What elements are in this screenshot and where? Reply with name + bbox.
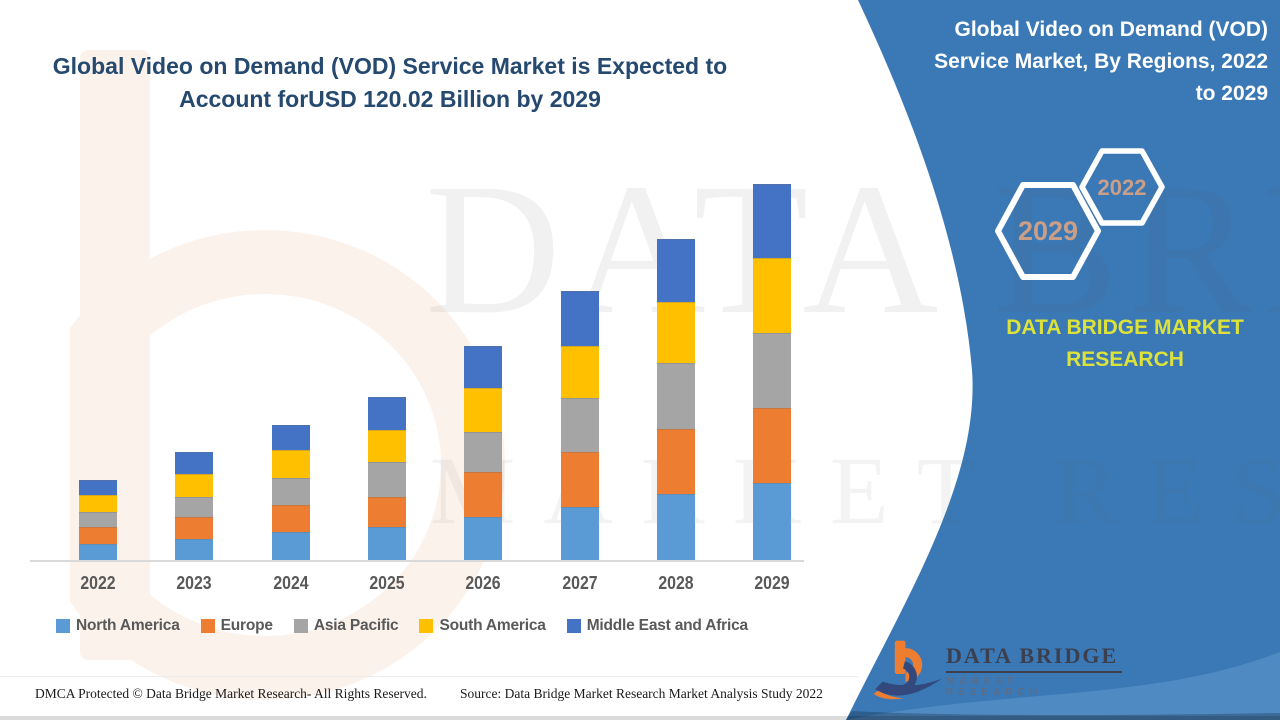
company-logo-icon xyxy=(873,640,942,699)
text-line: RESEARCH xyxy=(1066,348,1184,371)
text-line: Global Video on Demand (VOD) Service Mar… xyxy=(52,53,728,79)
legend-label: Asia Pacific xyxy=(313,617,399,634)
legend-swatch xyxy=(566,619,581,633)
side-panel-wave xyxy=(846,652,1280,720)
company-logo-tagline: MARKET RESEARCH xyxy=(946,676,1043,698)
text-line: Service Market, By Regions, 2022 xyxy=(934,50,1268,73)
legend-label: Europe xyxy=(220,617,273,634)
side-panel-bottom-edge xyxy=(846,711,1280,720)
page-title: Global Video on Demand (VOD) Service Mar… xyxy=(40,50,740,116)
hexagon-2029 xyxy=(995,182,1101,280)
legend-item: Middle East and Africa xyxy=(566,617,748,635)
legend-label: North America xyxy=(76,617,180,634)
year-hexagons: 2029 2022 xyxy=(995,148,1165,280)
source-note: Source: Data Bridge Market Research Mark… xyxy=(460,686,823,701)
legend-swatch xyxy=(56,619,70,633)
legend-label: South America xyxy=(439,617,546,634)
footer-divider xyxy=(0,676,858,677)
text-line: DATA BRIDGE MARKET xyxy=(1006,316,1244,339)
company-logo-name: DATA BRIDGE xyxy=(946,643,1122,673)
side-panel-heading: Global Video on Demand (VOD) Service Mark… xyxy=(878,14,1268,110)
brand-name-text: DATA BRIDGE MARKET RESEARCH xyxy=(960,312,1280,376)
legend-swatch xyxy=(293,619,308,633)
text-line: to 2029 xyxy=(1195,82,1268,105)
company-logo: DATA BRIDGE MARKET RESEARCH xyxy=(872,628,1122,713)
legend-label: Middle East and Africa xyxy=(586,617,748,634)
bottom-border xyxy=(0,716,1280,720)
legend-swatch xyxy=(419,619,434,633)
dmca-notice: DMCA Protected © Data Bridge Market Rese… xyxy=(35,686,427,701)
text-line: Global Video on Demand (VOD) xyxy=(954,18,1268,41)
chart-legend: North America Europe Asia Pacific South Ame… xyxy=(56,617,748,635)
side-panel-shape xyxy=(846,0,1280,720)
legend-item: Asia Pacific xyxy=(293,617,399,635)
text-line: Account forUSD 120.02 Billion by 2029 xyxy=(179,86,601,112)
company-logo-text: DATA BRIDGE MARKET RESEARCH xyxy=(946,643,1122,698)
hexagon-2022-label: 2022 xyxy=(1098,175,1147,200)
legend-item: South America xyxy=(419,617,546,635)
hexagon-2029-label: 2029 xyxy=(1018,216,1078,246)
legend-item: Europe xyxy=(200,617,273,635)
legend-swatch xyxy=(200,619,215,633)
hexagon-2022 xyxy=(1079,148,1165,226)
legend-item: North America xyxy=(56,617,180,635)
